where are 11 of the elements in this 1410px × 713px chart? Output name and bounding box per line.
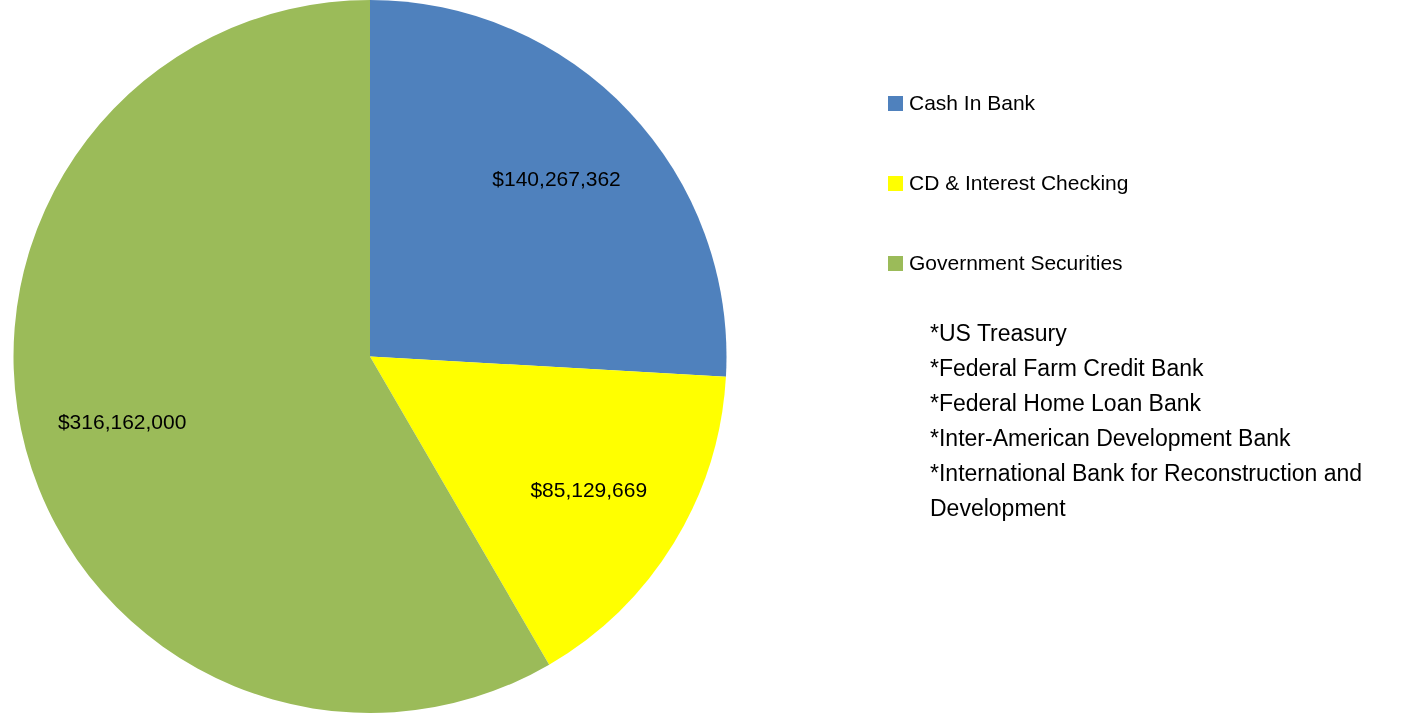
data-label: $85,129,669 [530, 477, 648, 501]
text: *Inter-American Development Bank [930, 424, 1292, 453]
data-label: $140,267,362 [492, 167, 621, 190]
data-label: $316,162,000 [57, 410, 187, 434]
legend-label: Cash In Bank [909, 91, 1036, 115]
text: *US Treasury [930, 319, 1068, 348]
text: *Federal Home Loan Bank [930, 389, 1203, 418]
text: *International Bank for Reconstruction and Development [930, 459, 1364, 523]
legend-label: CD & Interest Checking [909, 171, 1129, 195]
legend-label: Government Securities [909, 251, 1123, 275]
text: *Federal Farm Credit Bank [930, 354, 1205, 383]
